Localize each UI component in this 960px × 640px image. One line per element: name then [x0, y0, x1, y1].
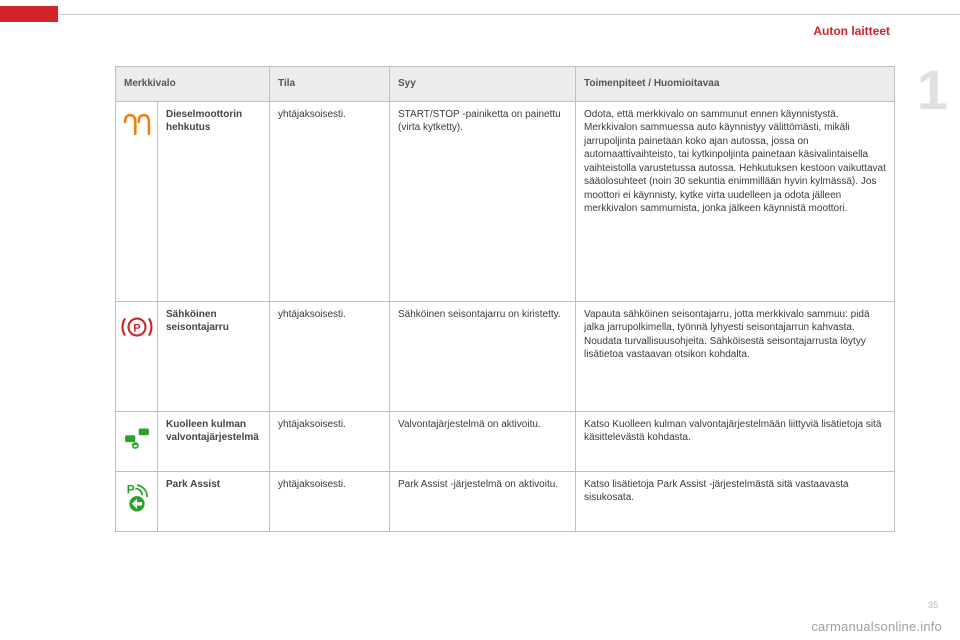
indicator-icon-cell: P [116, 471, 158, 531]
electric-parking-brake-icon: P [120, 310, 154, 344]
indicator-name: Park Assist [158, 471, 270, 531]
indicator-name: Sähköinen seisontajarru [158, 301, 270, 411]
indicator-table: Merkkivalo Tila Syy Toimenpiteet / Huomi… [115, 66, 895, 532]
indicator-tila: yhtäjaksoisesti. [270, 101, 390, 301]
header-divider [58, 14, 960, 15]
table-row: Kuolleen kulman valvontajärjestelmä yhtä… [116, 411, 895, 471]
indicator-action: Katso Kuolleen kulman valvontajärjestelm… [576, 411, 895, 471]
indicator-name: Dieselmoottorin hehkutus [158, 101, 270, 301]
table-header-row: Merkkivalo Tila Syy Toimenpiteet / Huomi… [116, 67, 895, 102]
blind-spot-icon [120, 420, 154, 454]
indicator-name: Kuolleen kulman valvontajärjestelmä [158, 411, 270, 471]
indicator-syy: Sähköinen seisontajarru on kiristetty. [390, 301, 576, 411]
col-header-syy: Syy [390, 67, 576, 102]
svg-text:P: P [126, 482, 134, 496]
page-root: Auton laitteet 1 Merkkivalo Tila Syy Toi… [0, 0, 960, 640]
svg-text:P: P [133, 322, 140, 334]
table-row: P Park Assist yhtäjaksoisesti. Park Assi… [116, 471, 895, 531]
indicator-icon-cell [116, 411, 158, 471]
indicator-action: Odota, että merkkivalo on sammunut ennen… [576, 101, 895, 301]
table-row: Dieselmoottorin hehkutus yhtäjaksoisesti… [116, 101, 895, 301]
indicator-syy: START/STOP -painiketta on painettu (virt… [390, 101, 576, 301]
col-header-merkkivalo: Merkkivalo [116, 67, 270, 102]
indicator-syy: Valvontajärjestelmä on aktivoitu. [390, 411, 576, 471]
section-title: Auton laitteet [813, 24, 890, 38]
indicator-icon-cell [116, 101, 158, 301]
page-number: 35 [928, 600, 938, 610]
table-row: P Sähköinen seisontajarru yhtäjaksoisest… [116, 301, 895, 411]
park-assist-icon: P [120, 480, 154, 514]
indicator-tila: yhtäjaksoisesti. [270, 471, 390, 531]
indicator-table-wrap: Merkkivalo Tila Syy Toimenpiteet / Huomi… [115, 66, 895, 532]
indicator-syy: Park Assist -järjestelmä on aktivoitu. [390, 471, 576, 531]
indicator-icon-cell: P [116, 301, 158, 411]
diesel-preheat-icon [120, 110, 154, 144]
col-header-toimenpiteet: Toimenpiteet / Huomioitavaa [576, 67, 895, 102]
indicator-tila: yhtäjaksoisesti. [270, 411, 390, 471]
indicator-action: Katso lisätietoja Park Assist -järjestel… [576, 471, 895, 531]
indicator-action: Vapauta sähköinen seisontajarru, jotta m… [576, 301, 895, 411]
red-edge-accent [0, 6, 58, 22]
col-header-tila: Tila [270, 67, 390, 102]
indicator-tila: yhtäjaksoisesti. [270, 301, 390, 411]
chapter-number: 1 [917, 62, 948, 118]
watermark: carmanualsonline.info [811, 619, 942, 634]
